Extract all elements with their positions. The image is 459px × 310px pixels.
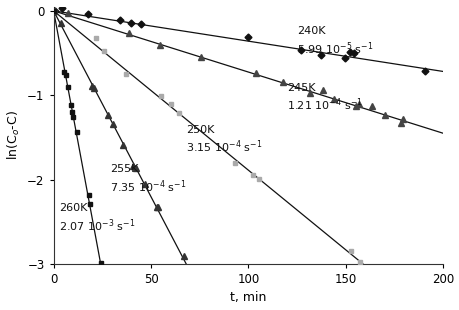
Text: 250K
3.15 10$^{-4}$ s$^{-1}$: 250K 3.15 10$^{-4}$ s$^{-1}$ [186,125,262,155]
X-axis label: t, min: t, min [230,291,266,304]
Text: 260K
2.07 10$^{-3}$ s$^{-1}$: 260K 2.07 10$^{-3}$ s$^{-1}$ [59,203,136,234]
Text: 255K
7.35 10$^{-4}$ s$^{-1}$: 255K 7.35 10$^{-4}$ s$^{-1}$ [110,164,186,195]
Text: 245K
1.21 10$^{-4}$ s$^{-1}$: 245K 1.21 10$^{-4}$ s$^{-1}$ [287,82,363,113]
Y-axis label: ln(C$_o$-C): ln(C$_o$-C) [6,110,22,160]
Text: 240K
5.99 10$^{-5}$ s$^{-1}$: 240K 5.99 10$^{-5}$ s$^{-1}$ [297,26,373,57]
